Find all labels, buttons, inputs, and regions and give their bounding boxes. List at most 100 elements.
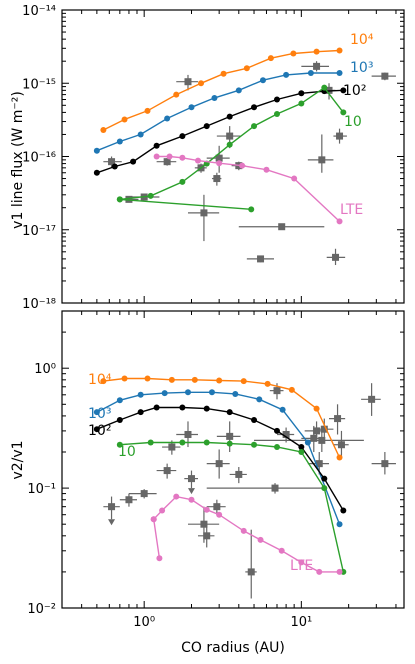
observation-point	[326, 248, 346, 266]
y-tick-label: 10⁻²	[27, 602, 56, 617]
series-point	[203, 506, 210, 513]
observation-marker	[282, 430, 290, 438]
observation-marker	[215, 460, 223, 468]
series-connector	[116, 196, 255, 213]
series-connector	[150, 516, 163, 562]
observation-marker	[168, 443, 176, 451]
observation-point	[229, 466, 247, 484]
observation-point	[307, 134, 334, 173]
observation-marker	[215, 154, 223, 162]
series-line	[103, 377, 341, 458]
y-tick-label: 10⁻¹⁵	[22, 77, 56, 92]
observation-marker	[163, 158, 171, 166]
observation-marker	[381, 460, 389, 468]
series-label: LTE	[340, 202, 363, 218]
series-point	[179, 154, 186, 161]
observation-marker	[310, 434, 318, 442]
observation-marker	[184, 78, 192, 86]
series-point	[144, 107, 151, 114]
series-point	[116, 441, 123, 448]
series-model: 10	[116, 84, 362, 203]
observation-point	[333, 128, 347, 144]
series-point	[173, 91, 180, 98]
series-point	[137, 131, 144, 138]
observation-point	[329, 404, 346, 435]
observation-point	[156, 463, 177, 479]
observation-marker	[337, 441, 345, 449]
series-point	[164, 115, 171, 122]
series-point	[179, 404, 186, 411]
series-point	[137, 409, 144, 416]
series-point	[161, 390, 168, 397]
series-label: 10	[344, 114, 362, 130]
observation-marker	[247, 568, 255, 576]
series-point	[184, 389, 191, 396]
series-point	[288, 386, 295, 393]
series-point	[298, 444, 305, 451]
series-point	[267, 55, 274, 62]
series-point	[203, 439, 210, 446]
series-point	[239, 162, 246, 169]
series-point	[251, 123, 258, 130]
series-point	[264, 380, 271, 387]
observation-point	[313, 418, 334, 441]
observation-marker	[187, 475, 195, 483]
series-point	[243, 65, 250, 72]
series-line	[153, 519, 161, 559]
series-point	[220, 70, 227, 77]
observation-point	[238, 223, 325, 231]
observation-marker	[320, 425, 328, 433]
y-tick-label: 10⁻¹⁶	[22, 151, 56, 166]
series-line	[156, 155, 340, 222]
series-line	[119, 198, 252, 210]
observation-marker	[273, 387, 281, 395]
observation-point	[128, 489, 157, 499]
observation-marker	[203, 532, 211, 540]
series-point	[191, 376, 198, 383]
upper-limit-arrow	[187, 488, 195, 495]
observation-point	[187, 194, 220, 242]
ratio-panel-frame	[61, 310, 405, 609]
observation-point	[206, 145, 230, 173]
observation-marker	[226, 432, 234, 440]
series-point	[188, 496, 195, 503]
series-point	[173, 493, 180, 500]
observation-marker	[184, 430, 192, 438]
series-model: 10	[116, 439, 347, 575]
series-point	[290, 50, 297, 57]
series-model: 10³	[93, 60, 373, 154]
observation-marker	[315, 460, 323, 468]
series-point	[226, 141, 233, 148]
y-tick-label: 10⁻¹	[27, 482, 56, 497]
flux-axis-label: v1 line flux (W m⁻²)	[10, 91, 26, 229]
observation-point	[211, 172, 222, 186]
series-point	[240, 527, 247, 534]
series-point	[235, 87, 242, 94]
series-point	[179, 178, 186, 185]
series-point	[336, 454, 343, 461]
series-model: LTE	[150, 493, 343, 575]
observation-marker	[200, 520, 208, 528]
observation-marker	[313, 427, 321, 435]
observation-point	[333, 430, 349, 458]
observation-marker	[213, 175, 221, 183]
series-point	[298, 449, 305, 456]
observation-marker	[140, 490, 148, 498]
series-model: 10⁴	[88, 372, 343, 461]
series-point	[203, 405, 210, 412]
series-point	[153, 153, 160, 160]
series-point	[279, 406, 286, 413]
series-point	[336, 521, 343, 528]
observation-marker	[257, 255, 265, 263]
series-model: LTE	[153, 153, 363, 225]
observation-marker	[200, 209, 208, 217]
series-label: 10³	[350, 60, 373, 76]
series-line	[103, 49, 340, 131]
observation-marker	[336, 132, 344, 140]
series-point	[121, 116, 128, 123]
observation-marker	[278, 223, 286, 231]
series-label: 10⁴	[88, 372, 112, 388]
series-point	[278, 547, 285, 554]
